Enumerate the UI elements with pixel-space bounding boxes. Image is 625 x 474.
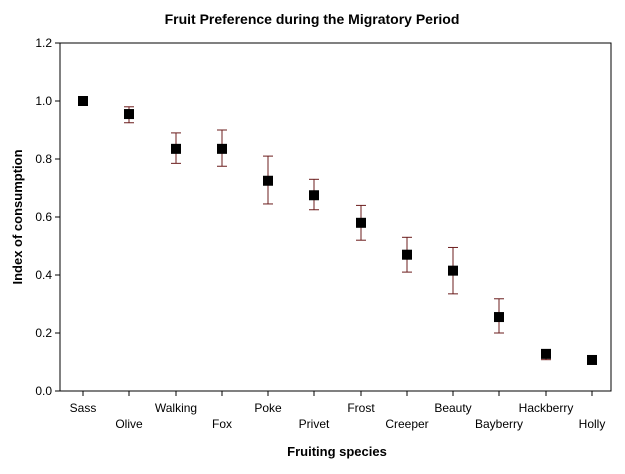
x-category-label: Fox (212, 417, 232, 431)
x-category-label: Privet (299, 417, 330, 431)
x-category-label: Olive (115, 417, 143, 431)
y-axis: 0.0 0.2 0.4 0.6 0.8 1.0 1.2 (35, 36, 60, 398)
data-point (356, 217, 366, 228)
y-tick-label: 0.8 (35, 152, 52, 166)
y-tick-label: 1.0 (35, 94, 52, 108)
x-category-label: Walking (155, 401, 197, 415)
x-category-label: Frost (347, 401, 375, 415)
data-point (402, 249, 412, 260)
data-point (448, 265, 458, 276)
x-category-label: Bayberry (475, 417, 523, 431)
x-category-label: Holly (579, 417, 606, 431)
x-axis-title: Fruiting species (287, 444, 387, 459)
plot-frame (59, 42, 612, 392)
data-point (171, 143, 181, 154)
y-axis-title: Index of consumption (10, 149, 25, 284)
data-point (263, 175, 273, 186)
x-category-label: Poke (254, 401, 282, 415)
data-point (217, 143, 227, 154)
y-tick-label: 0.2 (35, 326, 52, 340)
x-axis: Sass Olive Walking Fox Poke Privet Frost Creepe… (70, 391, 606, 431)
data-point (587, 354, 597, 365)
y-tick-label: 0.4 (35, 268, 52, 282)
x-category-label: Sass (70, 401, 97, 415)
data-point (541, 348, 551, 359)
data-point (494, 312, 504, 323)
x-category-label: Hackberry (519, 401, 574, 415)
data-point (124, 109, 134, 120)
data-marks (78, 96, 597, 365)
y-tick-label: 0.6 (35, 210, 52, 224)
x-category-label: Beauty (434, 401, 471, 415)
data-point (78, 96, 88, 106)
y-tick-label: 1.2 (35, 36, 52, 50)
x-category-label: Creeper (385, 417, 428, 431)
chart-title: Fruit Preference during the Migratory Pe… (165, 11, 460, 27)
y-tick-label: 0.0 (35, 384, 52, 398)
data-point (309, 190, 319, 201)
